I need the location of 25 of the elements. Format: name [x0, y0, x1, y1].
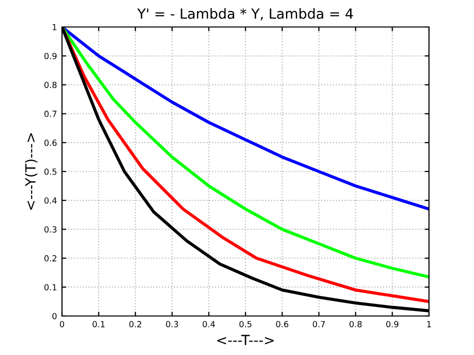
- y-axis-title: <---Y(T)--->: [24, 133, 38, 210]
- y-tick-label: 0.5: [44, 168, 56, 175]
- x-tick-label: 0.9: [386, 321, 398, 328]
- y-tick-label: 0.4: [44, 197, 57, 204]
- x-tick-label: 0.8: [350, 321, 362, 328]
- chart-title: Y' = - Lambda * Y, Lambda = 4: [137, 8, 353, 20]
- y-tick-label: 0.6: [44, 140, 57, 146]
- x-tick-label: 0.3: [166, 321, 178, 328]
- x-tick-label: 0.5: [239, 321, 252, 328]
- x-tick-label: 0: [60, 321, 64, 328]
- x-tick-label: 1: [427, 321, 431, 328]
- x-tick-label: 0.7: [312, 321, 325, 328]
- x-tick-label: 0.4: [202, 321, 215, 328]
- y-tick-label: 0.7: [44, 110, 56, 117]
- x-tick-label: 0.6: [276, 321, 288, 328]
- y-tick-label: 1: [52, 24, 56, 30]
- x-tick-label: 0.1: [92, 321, 105, 328]
- y-tick-label: 0.1: [44, 284, 56, 290]
- x-tick-label: 0.2: [129, 321, 142, 328]
- x-axis-title: <---T--->: [217, 334, 274, 346]
- y-tick-label: 0.3: [44, 226, 56, 233]
- y-tick-label: 0.8: [44, 82, 57, 88]
- y-tick-label: 0.9: [44, 52, 57, 60]
- y-tick-label: 0: [52, 312, 57, 320]
- y-tick-label: 0.2: [44, 255, 56, 262]
